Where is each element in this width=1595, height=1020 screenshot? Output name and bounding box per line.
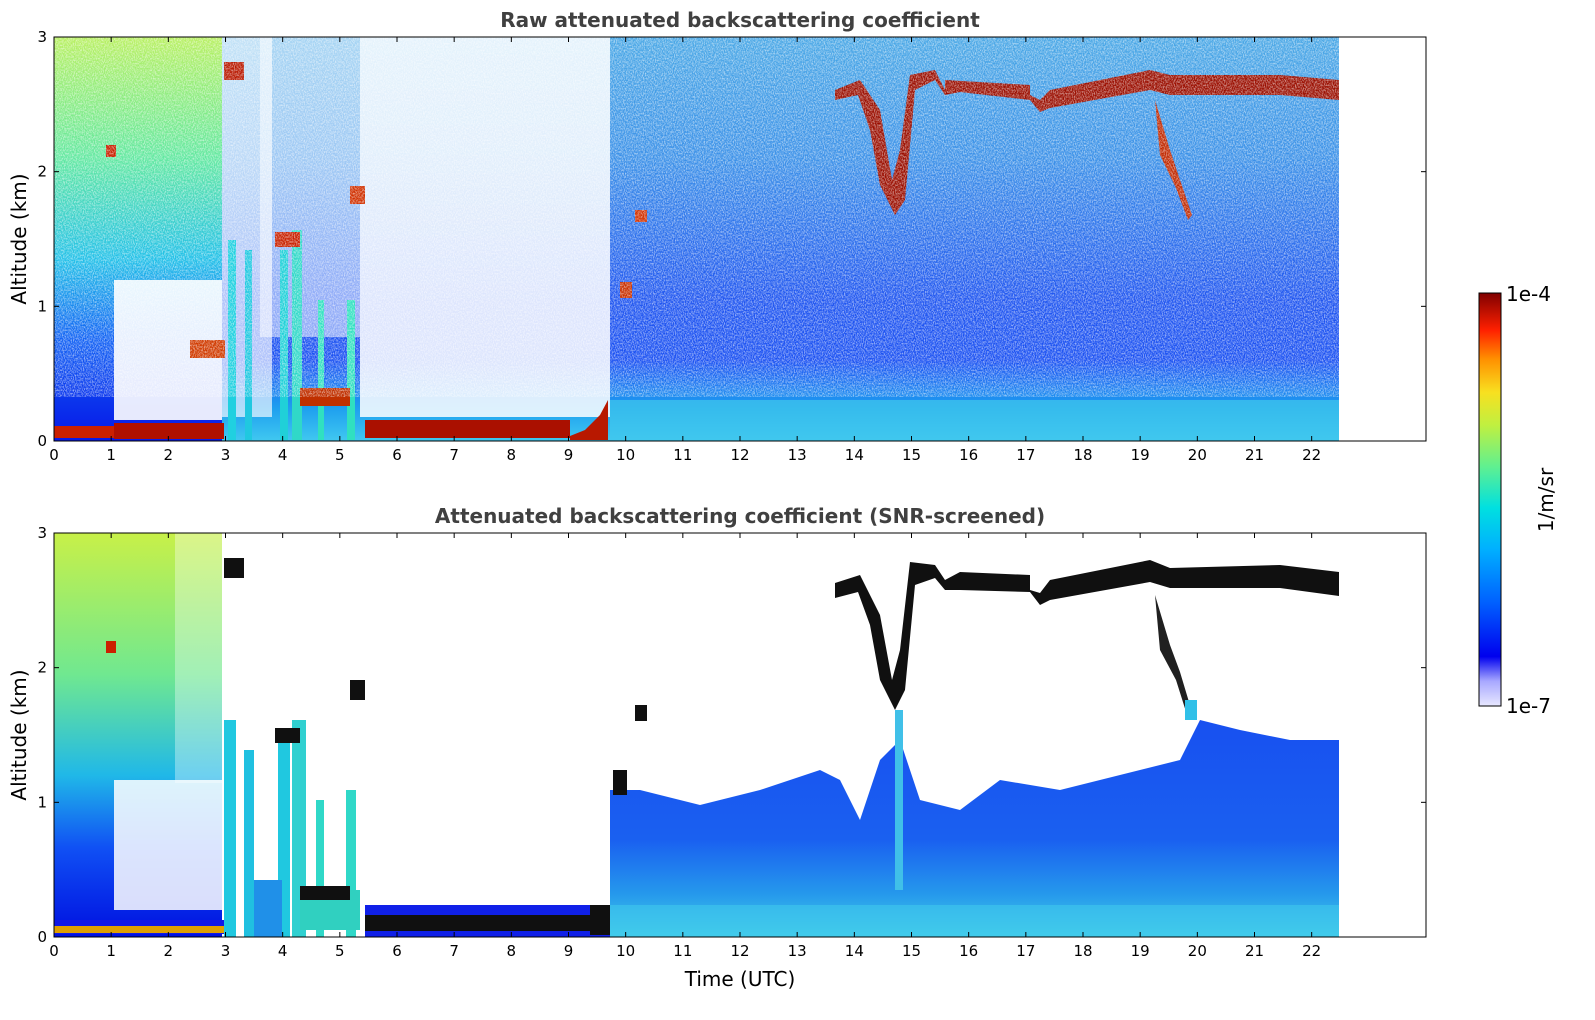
panel1-x-tick-label: 1 <box>106 446 116 464</box>
panel2-y-axis-label: Altitude (km) <box>7 669 31 800</box>
panel2-x-tick-label: 3 <box>221 942 231 960</box>
panel2-x-tick-label: 17 <box>1016 942 1035 960</box>
panel1-x-tick-label: 14 <box>845 446 864 464</box>
panel2-x-tick-label: 21 <box>1245 942 1264 960</box>
panel1-y-tick-label: 1 <box>37 297 47 315</box>
panel1-y-tick-label: 3 <box>37 28 47 46</box>
panel1-x-tick-label: 16 <box>959 446 978 464</box>
panel-raw: Raw attenuated backscattering coefficien… <box>7 8 1427 464</box>
panel1-x-tick-label: 0 <box>49 446 59 464</box>
panel1-x-tick-label: 5 <box>335 446 345 464</box>
panel1-y-tick-label: 0 <box>37 432 47 450</box>
panel2-y-tick-label: 3 <box>37 524 47 542</box>
colorbar: 1e-4 1e-7 1/m/sr <box>1478 282 1558 718</box>
panel2-x-tick-label: 12 <box>730 942 749 960</box>
colorbar-min-label: 1e-7 <box>1506 694 1551 718</box>
colorbar-gradient <box>1478 292 1502 707</box>
panel2-x-tick-label: 8 <box>507 942 517 960</box>
panel2-x-tick-label: 4 <box>278 942 288 960</box>
panel1-heatmap <box>54 37 1339 441</box>
panel2-x-tick-label: 6 <box>392 942 402 960</box>
panel1-x-tick-label: 3 <box>221 446 231 464</box>
panel1-x-tick-label: 15 <box>902 446 921 464</box>
panel1-x-tick-label: 10 <box>616 446 635 464</box>
panel2-x-ticks: 0 1 2 3 4 5 6 7 8 9 10 11 12 13 14 15 16 17 18 19 20 21 22 <box>49 533 1321 960</box>
panel2-x-tick-label: 15 <box>902 942 921 960</box>
panel2-x-tick-label: 22 <box>1302 942 1321 960</box>
panel1-x-tick-label: 17 <box>1016 446 1035 464</box>
panel1-title: Raw attenuated backscattering coefficien… <box>500 8 980 32</box>
colorbar-max-label: 1e-4 <box>1506 282 1551 306</box>
panel-snr: Attenuated backscattering coefficient (S… <box>7 504 1427 991</box>
panel1-x-tick-label: 13 <box>788 446 807 464</box>
panel1-y-axis-label: Altitude (km) <box>7 173 31 304</box>
panel2-x-axis-label: Time (UTC) <box>684 967 796 991</box>
panel1-x-tick-label: 12 <box>730 446 749 464</box>
panel2-y-tick-label: 2 <box>37 659 47 677</box>
panel1-x-tick-label: 6 <box>392 446 402 464</box>
panel1-x-tick-label: 9 <box>564 446 574 464</box>
panel2-x-tick-label: 5 <box>335 942 345 960</box>
panel2-x-tick-label: 10 <box>616 942 635 960</box>
panel1-x-tick-label: 2 <box>164 446 174 464</box>
panel1-x-tick-label: 4 <box>278 446 288 464</box>
panel1-x-tick-label: 21 <box>1245 446 1264 464</box>
panel2-heatmap <box>54 533 1339 937</box>
panel1-x-tick-label: 19 <box>1131 446 1150 464</box>
panel1-x-tick-label: 20 <box>1188 446 1207 464</box>
colorbar-unit-label: 1/m/sr <box>1534 467 1558 532</box>
panel2-x-tick-label: 0 <box>49 942 59 960</box>
panel1-x-tick-label: 22 <box>1302 446 1321 464</box>
panel2-x-tick-label: 2 <box>164 942 174 960</box>
panel2-x-tick-label: 18 <box>1073 942 1092 960</box>
panel2-y-tick-label: 0 <box>37 928 47 946</box>
panel2-x-tick-label: 16 <box>959 942 978 960</box>
panel2-y-ticks: 0 1 2 3 <box>37 524 1426 946</box>
panel1-y-ticks: 0 1 2 3 <box>37 28 1426 450</box>
panel1-x-tick-label: 8 <box>507 446 517 464</box>
panel1-y-tick-label: 2 <box>37 163 47 181</box>
panel2-x-tick-label: 20 <box>1188 942 1207 960</box>
panel2-x-tick-label: 9 <box>564 942 574 960</box>
panel2-x-tick-label: 14 <box>845 942 864 960</box>
panel2-x-tick-label: 11 <box>673 942 692 960</box>
panel2-x-tick-label: 19 <box>1131 942 1150 960</box>
panel2-x-tick-label: 1 <box>106 942 116 960</box>
panel1-x-tick-label: 7 <box>449 446 459 464</box>
panel2-y-tick-label: 1 <box>37 793 47 811</box>
panel2-x-tick-label: 13 <box>788 942 807 960</box>
panel1-x-ticks: 0 1 2 3 4 5 6 7 8 9 10 11 12 13 14 15 16 17 18 19 20 21 22 <box>49 37 1321 464</box>
panel1-x-tick-label: 11 <box>673 446 692 464</box>
panel2-title: Attenuated backscattering coefficient (S… <box>435 504 1045 528</box>
panel2-x-tick-label: 7 <box>449 942 459 960</box>
panel1-x-tick-label: 18 <box>1073 446 1092 464</box>
